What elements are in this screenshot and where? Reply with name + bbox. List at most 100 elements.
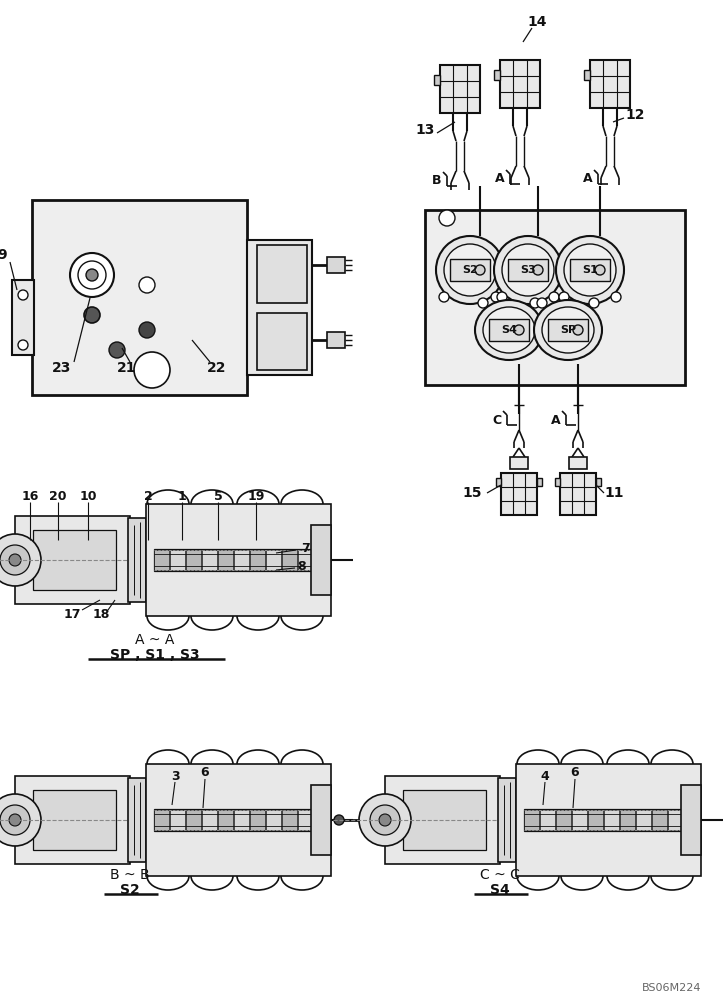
Bar	[15, 516, 130, 604]
Bar	[154, 550, 169, 570]
Bar	[250, 810, 265, 830]
Bar	[327, 257, 345, 273]
Text: 9: 9	[0, 248, 7, 262]
Bar	[202, 810, 217, 830]
Bar	[234, 810, 249, 830]
Bar	[32, 200, 247, 395]
Circle shape	[109, 342, 125, 358]
Text: S2: S2	[462, 265, 478, 275]
Bar	[327, 332, 345, 348]
Bar	[282, 550, 297, 570]
Bar	[146, 504, 331, 616]
Bar	[170, 810, 185, 830]
Bar	[596, 478, 601, 486]
Circle shape	[0, 534, 41, 586]
Bar	[257, 312, 307, 370]
Circle shape	[18, 290, 28, 300]
Bar	[510, 457, 528, 469]
Text: 1: 1	[177, 490, 186, 504]
Circle shape	[18, 340, 28, 350]
Bar	[681, 785, 701, 855]
Bar	[250, 550, 265, 570]
Circle shape	[491, 292, 501, 302]
Text: 5: 5	[214, 490, 222, 504]
Text: S2: S2	[120, 883, 140, 897]
Bar	[247, 240, 312, 375]
Text: 23: 23	[52, 361, 72, 375]
Circle shape	[497, 292, 507, 302]
Bar	[282, 810, 297, 830]
Bar	[154, 809, 314, 831]
Circle shape	[84, 307, 100, 323]
Bar	[572, 810, 587, 830]
Bar	[548, 319, 588, 341]
Circle shape	[559, 292, 569, 302]
Circle shape	[78, 261, 106, 289]
Ellipse shape	[542, 307, 594, 353]
Circle shape	[439, 292, 449, 302]
Text: C ~ C: C ~ C	[480, 868, 520, 882]
Circle shape	[478, 298, 488, 308]
Circle shape	[0, 794, 41, 846]
Circle shape	[70, 253, 114, 297]
Bar	[146, 764, 331, 876]
Text: 8: 8	[298, 560, 306, 574]
Text: 10: 10	[79, 490, 97, 504]
Bar	[500, 60, 540, 108]
Circle shape	[0, 545, 30, 575]
Bar	[570, 259, 610, 281]
Bar	[556, 810, 571, 830]
Text: 21: 21	[117, 361, 137, 375]
Circle shape	[9, 554, 21, 566]
Bar	[569, 457, 587, 469]
Bar	[385, 776, 500, 864]
Text: 11: 11	[605, 486, 624, 500]
Bar	[257, 245, 307, 302]
Ellipse shape	[436, 236, 504, 304]
Ellipse shape	[556, 236, 624, 304]
Circle shape	[533, 265, 543, 275]
Circle shape	[334, 815, 344, 825]
Bar	[33, 790, 116, 850]
Bar	[403, 790, 486, 850]
Text: 22: 22	[207, 361, 227, 375]
Circle shape	[359, 794, 411, 846]
Bar	[555, 478, 560, 486]
Text: A ~ A: A ~ A	[135, 633, 174, 647]
Text: A: A	[584, 172, 593, 184]
Text: B: B	[432, 174, 442, 186]
Text: 6: 6	[571, 766, 579, 780]
Bar	[218, 810, 233, 830]
Text: 14: 14	[527, 15, 547, 29]
Bar	[311, 785, 331, 855]
Text: S4: S4	[501, 325, 517, 335]
Bar	[652, 810, 667, 830]
Circle shape	[9, 814, 21, 826]
Bar	[489, 319, 529, 341]
Circle shape	[379, 814, 391, 826]
Text: 3: 3	[171, 770, 180, 782]
Bar	[202, 550, 217, 570]
Text: 17: 17	[63, 608, 81, 621]
Text: 6: 6	[201, 766, 209, 780]
Bar	[186, 810, 201, 830]
Circle shape	[514, 325, 524, 335]
Bar	[516, 764, 701, 876]
Circle shape	[537, 298, 547, 308]
Ellipse shape	[475, 300, 543, 360]
Bar	[311, 525, 331, 595]
Bar	[498, 778, 516, 862]
Bar	[33, 530, 116, 590]
Bar	[584, 70, 590, 80]
Bar	[590, 60, 630, 108]
Circle shape	[439, 210, 455, 226]
Text: 7: 7	[300, 542, 309, 554]
Bar	[588, 810, 603, 830]
Text: 20: 20	[49, 490, 67, 504]
Ellipse shape	[494, 236, 562, 304]
Bar	[128, 778, 146, 862]
Text: S1: S1	[582, 265, 598, 275]
Bar	[540, 810, 555, 830]
Bar	[154, 810, 169, 830]
Circle shape	[139, 322, 155, 338]
